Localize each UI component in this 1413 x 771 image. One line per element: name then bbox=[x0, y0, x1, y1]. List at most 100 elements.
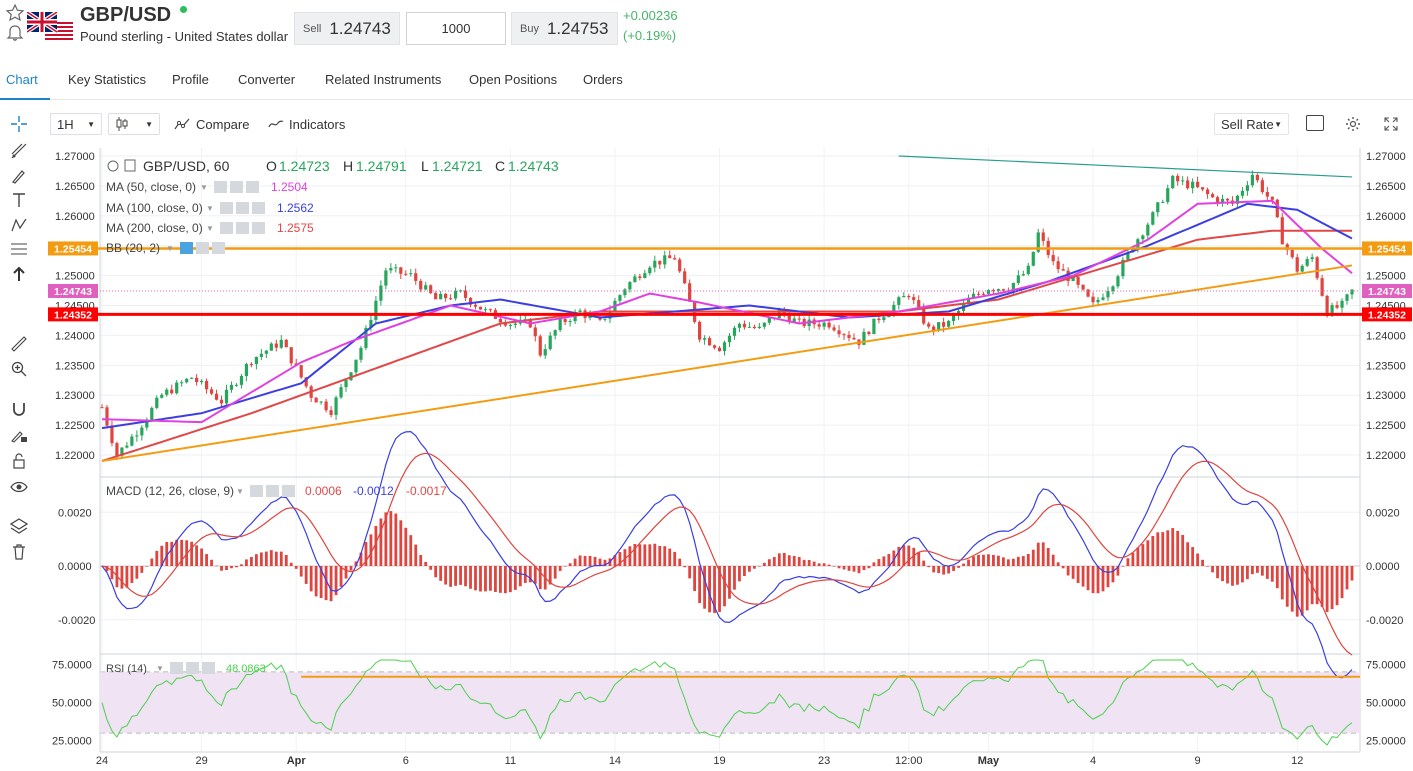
macd-histogram-bar bbox=[1270, 566, 1274, 582]
macd-histogram-bar bbox=[1011, 558, 1015, 566]
rsi-tick-right: 75.0000 bbox=[1366, 660, 1406, 672]
candle-body bbox=[1091, 296, 1095, 303]
macd-histogram-bar bbox=[160, 545, 164, 566]
gear-icon[interactable] bbox=[1345, 116, 1361, 132]
macd-histogram-bar bbox=[1066, 566, 1070, 576]
tab-open-positions[interactable]: Open Positions bbox=[469, 72, 558, 87]
macd-histogram-bar bbox=[274, 551, 278, 566]
tab-orders[interactable]: Orders bbox=[583, 72, 623, 87]
candle-body bbox=[862, 331, 866, 345]
rsi-value: 48.0863 bbox=[226, 663, 266, 675]
time-tick: 14 bbox=[609, 755, 621, 767]
macd-histogram-bar bbox=[937, 566, 941, 574]
close-icon bbox=[212, 242, 225, 254]
change-absolute: +0.00236 bbox=[623, 8, 678, 23]
candle-body bbox=[563, 319, 567, 323]
macd-histogram-bar bbox=[802, 559, 806, 566]
chart-type-select[interactable]: ▼ bbox=[108, 113, 160, 135]
candle-body bbox=[369, 319, 373, 328]
macd-histogram-bar bbox=[499, 566, 502, 593]
macd-histogram-bar bbox=[1021, 556, 1025, 566]
compare-button[interactable]: Compare bbox=[196, 117, 250, 132]
arrow-icon[interactable] bbox=[10, 265, 28, 283]
candle-body bbox=[1275, 199, 1279, 218]
tab-converter[interactable]: Converter bbox=[238, 72, 296, 87]
macd-histogram-bar bbox=[1126, 558, 1130, 566]
macd-histogram-bar bbox=[673, 551, 677, 566]
macd-histogram-bar bbox=[703, 566, 706, 609]
candle-body bbox=[1345, 294, 1349, 301]
close-icon bbox=[282, 485, 295, 497]
macd-histogram-bar bbox=[952, 566, 955, 571]
pattern-icon[interactable] bbox=[10, 216, 28, 234]
price-tag-right bbox=[1362, 283, 1412, 298]
visibility-icon bbox=[220, 222, 233, 234]
macd-histogram-bar bbox=[962, 563, 965, 566]
indicators-icon bbox=[268, 120, 284, 128]
macd-histogram-bar bbox=[1280, 566, 1284, 600]
candle-body bbox=[1086, 289, 1090, 297]
time-tick: 12:00 bbox=[895, 755, 923, 767]
candle-body bbox=[568, 321, 572, 323]
macd-histogram-bar bbox=[748, 566, 751, 572]
tab-related-instruments[interactable]: Related Instruments bbox=[325, 72, 442, 87]
macd-histogram-bar bbox=[857, 566, 861, 574]
brush-icon[interactable] bbox=[10, 167, 28, 185]
buy-button[interactable]: Buy 1.24753 bbox=[511, 12, 618, 45]
macd-histogram-bar bbox=[1076, 566, 1080, 584]
candle-body bbox=[264, 350, 268, 354]
magnet-icon[interactable] bbox=[10, 400, 28, 418]
macd-histogram-bar bbox=[225, 566, 228, 571]
zoom-icon[interactable] bbox=[10, 360, 28, 378]
line-tool-icon[interactable] bbox=[10, 142, 28, 160]
ma100-line bbox=[101, 202, 1353, 430]
macd-histogram-bar bbox=[1136, 547, 1140, 566]
price-tag-right bbox=[1362, 307, 1412, 322]
candle-body bbox=[787, 314, 791, 323]
macd-histogram-bar bbox=[1290, 566, 1294, 612]
candle-body bbox=[1056, 261, 1060, 270]
candle-body bbox=[837, 330, 841, 335]
macd-histogram-bar bbox=[329, 566, 333, 602]
chevron-down-icon: ▼ bbox=[206, 224, 214, 233]
eye-icon[interactable] bbox=[10, 478, 28, 496]
time-tick: 4 bbox=[1090, 755, 1096, 767]
ruler-icon[interactable] bbox=[10, 335, 28, 353]
macd-histogram-bar bbox=[150, 558, 154, 566]
lock-icon[interactable] bbox=[10, 452, 28, 470]
macd-histogram-bar bbox=[324, 566, 328, 601]
macd-histogram-bar bbox=[568, 563, 572, 566]
fullscreen-icon[interactable] bbox=[1384, 117, 1398, 131]
trash-icon[interactable] bbox=[10, 543, 28, 561]
candle-body bbox=[239, 376, 244, 385]
bb-label: BB (20, 2) bbox=[106, 241, 160, 255]
price-tag-left bbox=[48, 241, 98, 256]
tab-chart[interactable]: Chart bbox=[6, 72, 38, 87]
macd-histogram-bar bbox=[902, 545, 906, 566]
indicators-button[interactable]: Indicators bbox=[289, 117, 346, 132]
sell-button[interactable]: Sell 1.24743 bbox=[294, 12, 400, 45]
candle-body bbox=[742, 323, 747, 328]
rate-mode-select[interactable]: Sell Rate ▼ bbox=[1214, 113, 1289, 135]
bell-icon[interactable] bbox=[5, 22, 25, 42]
candlestick-icon bbox=[116, 117, 128, 131]
macd-histogram-bar bbox=[633, 543, 637, 566]
macd-histogram-bar bbox=[907, 545, 911, 566]
lock-draw-icon[interactable] bbox=[10, 426, 28, 444]
snapshot-icon[interactable] bbox=[1306, 115, 1324, 131]
macd-histogram-bar bbox=[344, 566, 348, 579]
quantity-input[interactable]: 1000 bbox=[406, 12, 506, 45]
macd-histogram-bar bbox=[782, 552, 786, 566]
fib-icon[interactable] bbox=[10, 240, 28, 258]
candle-body bbox=[473, 304, 478, 307]
macd-histogram-bar bbox=[663, 546, 667, 566]
layers-icon[interactable] bbox=[10, 517, 28, 535]
tab-profile[interactable]: Profile bbox=[172, 72, 209, 87]
price-tag-right-text: 1.24352 bbox=[1368, 309, 1406, 321]
price-chart[interactable]: 1.27000 1.27000 1.26500 1.26500 1.26000 1.260… bbox=[0, 146, 1413, 771]
star-icon[interactable] bbox=[5, 3, 25, 23]
crosshair-icon[interactable] bbox=[9, 114, 29, 134]
text-icon[interactable] bbox=[10, 191, 28, 209]
interval-select[interactable]: 1H ▼ bbox=[50, 113, 102, 135]
tab-key-statistics[interactable]: Key Statistics bbox=[68, 72, 147, 87]
